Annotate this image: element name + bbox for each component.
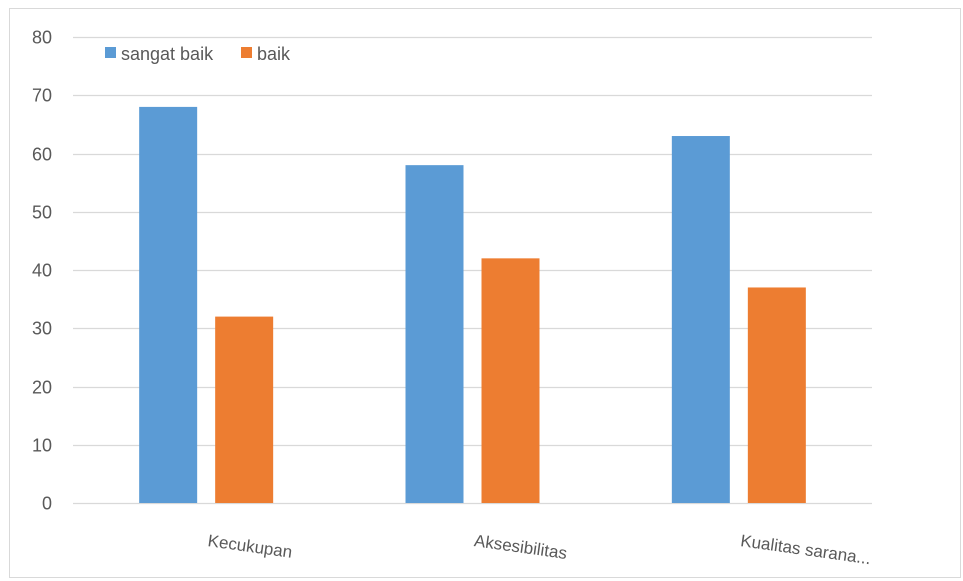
y-tick-label: 50 bbox=[32, 203, 52, 223]
bar-sangat-baik-0 bbox=[139, 106, 198, 504]
bar-baik-2 bbox=[747, 287, 806, 503]
legend: sangat baik baik bbox=[105, 44, 291, 64]
y-axis-tick-labels: 0 10 20 30 40 50 60 70 80 bbox=[32, 28, 52, 514]
gridlines bbox=[73, 36, 872, 505]
y-tick-label: 30 bbox=[32, 319, 52, 339]
y-tick-label: 20 bbox=[32, 378, 52, 398]
y-tick-label: 70 bbox=[32, 86, 52, 106]
y-tick-label: 40 bbox=[32, 261, 52, 281]
legend-swatch bbox=[241, 47, 252, 58]
bar-sangat-baik-2 bbox=[671, 136, 730, 503]
legend-label: baik bbox=[257, 44, 291, 64]
bar-baik-1 bbox=[481, 258, 540, 503]
legend-label: sangat baik bbox=[121, 44, 214, 64]
y-tick-label: 0 bbox=[42, 494, 52, 514]
y-tick-label: 80 bbox=[32, 28, 52, 48]
legend-swatch bbox=[105, 47, 116, 58]
bar-sangat-baik-1 bbox=[405, 165, 464, 503]
bar-baik-0 bbox=[215, 316, 274, 503]
y-tick-label: 10 bbox=[32, 436, 52, 456]
bars bbox=[139, 106, 806, 504]
y-tick-label: 60 bbox=[32, 145, 52, 165]
